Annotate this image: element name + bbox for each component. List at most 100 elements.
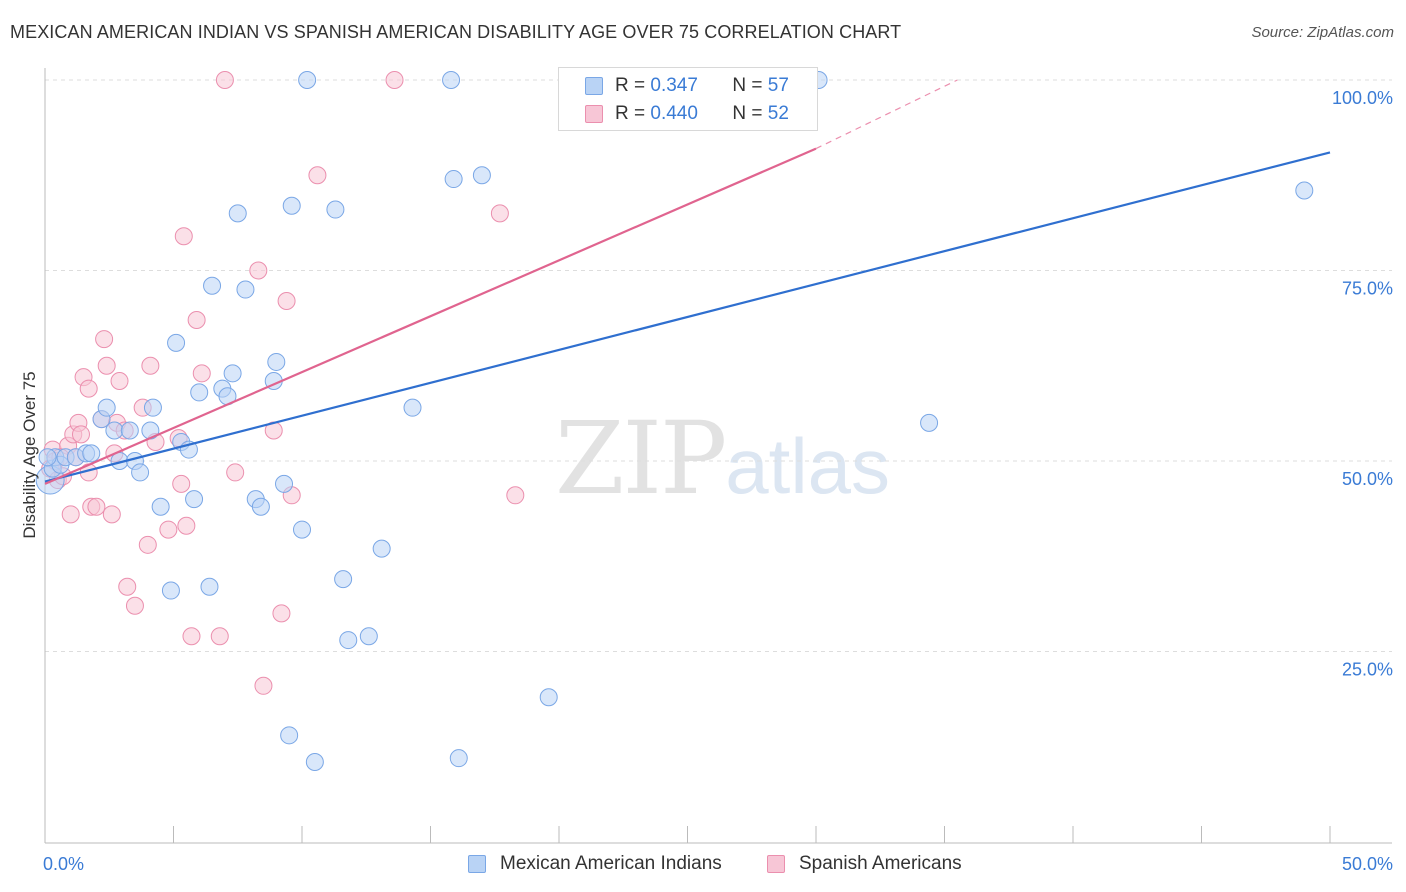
mexican-american-indian-point bbox=[293, 520, 311, 539]
axes bbox=[44, 68, 1392, 844]
spanish-american-point bbox=[210, 627, 229, 646]
y-axis-label: Disability Age Over 75 bbox=[20, 371, 39, 539]
mexican-american-indian-point bbox=[161, 581, 180, 600]
mexican-american-indian-point bbox=[151, 497, 170, 516]
mexican-american-indian-point bbox=[372, 539, 391, 558]
mexican-american-indian-point bbox=[1295, 181, 1314, 200]
mexican-american-indian-point bbox=[298, 71, 317, 89]
legend-n-value: 52 bbox=[767, 103, 789, 124]
spanish-american-point bbox=[308, 166, 327, 185]
mexican-american-indian-point bbox=[200, 577, 219, 596]
spanish-american-point bbox=[138, 535, 157, 554]
y-tick-label: 25.0% bbox=[1342, 660, 1393, 680]
spanish-american-point bbox=[177, 516, 196, 535]
spanish-american-point bbox=[95, 330, 114, 349]
watermark: ZIPatlas bbox=[555, 400, 890, 517]
spanish-american-point bbox=[159, 520, 178, 539]
mexican-american-indian-point bbox=[539, 688, 558, 707]
mexican-american-indian-point bbox=[282, 196, 301, 215]
series-swatch-pink bbox=[767, 855, 785, 873]
spanish-american-point bbox=[174, 227, 193, 246]
spanish-american-point bbox=[141, 356, 160, 375]
mexican-american-indian-point bbox=[305, 752, 324, 771]
mexican-american-indian-point bbox=[143, 398, 162, 417]
spanish-american-point bbox=[506, 486, 525, 505]
spanish-american-point bbox=[87, 497, 106, 516]
trend-line-spanish-americans-extension bbox=[815, 79, 958, 150]
spanish-american-point bbox=[71, 425, 90, 444]
series-swatch-blue bbox=[468, 855, 486, 873]
mexican-american-indian-point bbox=[167, 333, 186, 352]
mexican-american-indian-point bbox=[120, 421, 139, 440]
spanish-american-point bbox=[187, 311, 206, 330]
mexican-american-indian-point bbox=[97, 398, 116, 417]
spanish-americans-points bbox=[41, 71, 525, 695]
mexican-american-indian-point bbox=[228, 204, 247, 223]
mexican-american-indian-point bbox=[920, 413, 939, 432]
mexican-american-indian-point bbox=[82, 444, 101, 463]
series-legend-spanish-americans: Spanish Americans bbox=[767, 851, 962, 877]
spanish-american-point bbox=[226, 463, 245, 482]
spanish-american-point bbox=[118, 577, 137, 596]
spanish-american-point bbox=[79, 379, 98, 398]
watermark-atlas: atlas bbox=[725, 422, 891, 510]
watermark-zip: ZIP bbox=[555, 400, 727, 517]
mexican-american-indian-point bbox=[131, 463, 150, 482]
mexican-american-indian-point bbox=[334, 570, 353, 589]
stats-legend: R = 0.347 N = 57 R = 0.440 N = 52 bbox=[558, 67, 818, 131]
mexican-american-indian-point bbox=[38, 448, 57, 467]
source-label: Source: ZipAtlas.com bbox=[1251, 24, 1394, 41]
mexican-american-indian-point bbox=[359, 627, 378, 646]
spanish-american-point bbox=[110, 371, 129, 390]
legend-n-value: 57 bbox=[767, 75, 789, 96]
series-legend-mexican-american-indians: Mexican American Indians bbox=[468, 851, 722, 877]
mexican-american-indian-point bbox=[236, 280, 255, 299]
mexican-american-indian-point bbox=[442, 71, 461, 89]
mexican-american-indian-point bbox=[472, 166, 491, 185]
mexican-american-indian-point bbox=[339, 631, 358, 650]
mexican-american-indian-point bbox=[185, 490, 204, 509]
y-tick-label: 50.0% bbox=[1342, 469, 1393, 489]
mexican-american-indian-point bbox=[267, 352, 286, 371]
legend-row-spanish-americans: R = 0.440 N = 52 bbox=[585, 102, 789, 126]
mexican-american-indian-point bbox=[403, 398, 422, 417]
spanish-american-point bbox=[97, 356, 116, 375]
tick-labels: 25.0% 50.0% 75.0% 100.0% 0.0% 50.0% bbox=[43, 88, 1393, 874]
spanish-american-point bbox=[249, 261, 268, 280]
mexican-american-indian-point bbox=[223, 364, 242, 383]
legend-swatch-pink bbox=[585, 105, 603, 123]
legend-r-label: R = bbox=[615, 75, 646, 96]
trend-lines bbox=[44, 79, 1331, 485]
legend-r-value: 0.347 bbox=[650, 75, 698, 96]
spanish-american-point bbox=[192, 364, 211, 383]
series-name: Spanish Americans bbox=[799, 853, 962, 874]
x-tick-label: 0.0% bbox=[43, 854, 84, 874]
trend-line-mexican-american-indians bbox=[44, 151, 1331, 483]
spanish-american-point bbox=[385, 71, 404, 89]
y-tick-label: 100.0% bbox=[1332, 88, 1393, 108]
mexican-american-indian-point bbox=[105, 421, 124, 440]
spanish-american-point bbox=[272, 604, 291, 623]
series-name: Mexican American Indians bbox=[500, 853, 722, 874]
spanish-american-point bbox=[182, 627, 201, 646]
spanish-american-point bbox=[277, 291, 296, 310]
spanish-american-point bbox=[61, 505, 80, 524]
x-tick-label: 50.0% bbox=[1342, 854, 1393, 874]
legend-row-mexican-american-indians: R = 0.347 N = 57 bbox=[585, 74, 789, 98]
mexican-american-indian-point bbox=[251, 497, 270, 516]
spanish-american-point bbox=[215, 71, 234, 89]
spanish-american-point bbox=[125, 596, 144, 615]
mexican-american-indian-point bbox=[280, 726, 299, 745]
spanish-american-point bbox=[102, 505, 121, 524]
mexican-american-indian-point bbox=[449, 749, 468, 768]
spanish-american-point bbox=[172, 474, 191, 493]
legend-n-label: N = bbox=[732, 103, 763, 124]
chart-title: MEXICAN AMERICAN INDIAN VS SPANISH AMERI… bbox=[10, 22, 902, 42]
mexican-american-indian-point bbox=[190, 383, 209, 402]
mexican-american-indians-points bbox=[35, 71, 1314, 771]
mexican-american-indian-point bbox=[444, 170, 463, 189]
mexican-american-indian-point bbox=[275, 474, 294, 493]
legend-swatch-blue bbox=[585, 77, 603, 95]
spanish-american-point bbox=[490, 204, 509, 223]
